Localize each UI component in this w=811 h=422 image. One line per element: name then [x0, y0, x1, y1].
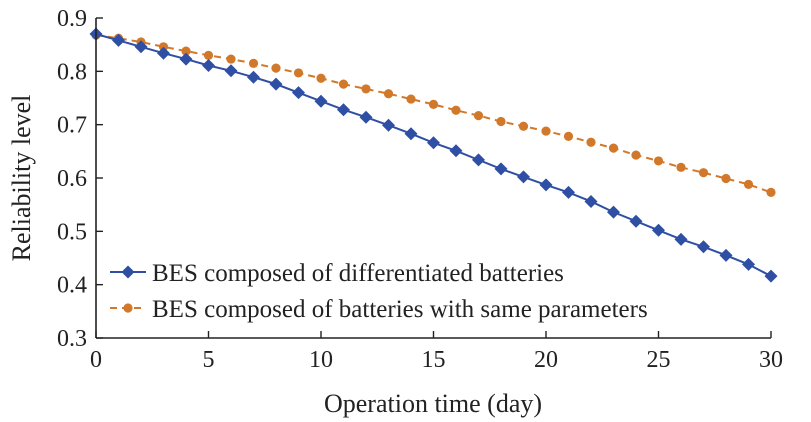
- y-tick-label: 0.7: [57, 113, 87, 139]
- series-1-point: [314, 94, 328, 108]
- series-1-point: [247, 70, 260, 84]
- y-tick-label: 0.3: [57, 326, 87, 352]
- series-2-point: [721, 173, 731, 184]
- series-1-point: [562, 185, 575, 199]
- y-tick-label: 0.5: [57, 219, 87, 245]
- series-1-point: [134, 40, 148, 54]
- legend-label: BES composed of differentiated batteries: [152, 260, 564, 287]
- series-2-point: [766, 187, 776, 197]
- series-1-point: [382, 118, 395, 132]
- series-1-point: [224, 64, 238, 78]
- series-1-point: [157, 46, 170, 60]
- x-axis-title: Operation time (day): [324, 389, 542, 418]
- series-2-point: [271, 63, 281, 73]
- series-2-point: [518, 121, 529, 131]
- series-1-point: [674, 232, 688, 246]
- series-2-point: [316, 73, 326, 83]
- legend: BES composed of differentiated batteries…: [110, 260, 648, 323]
- series-2-point: [361, 84, 371, 94]
- series-1: [89, 27, 778, 283]
- series-2-point: [248, 58, 259, 68]
- series-2-point: [181, 46, 191, 56]
- series-1-line: [95, 33, 772, 278]
- series-2-point: [496, 116, 506, 127]
- series-1-point: [494, 162, 508, 176]
- series-1-point: [179, 52, 193, 66]
- series-2-point: [383, 89, 394, 99]
- y-tick-label: 0.6: [57, 166, 87, 192]
- series-1-point: [269, 77, 283, 91]
- series-2-point: [428, 99, 439, 109]
- series-1-point: [337, 103, 350, 117]
- x-tick-label: 20: [534, 347, 558, 373]
- y-tick-label: 0.8: [57, 59, 87, 85]
- series-2-point: [226, 54, 236, 64]
- series-2-point: [451, 105, 461, 115]
- x-tick-label: 10: [309, 347, 333, 373]
- series-2-point: [293, 68, 304, 78]
- legend-swatch-marker: [123, 303, 133, 313]
- y-tick-label: 0.4: [57, 273, 87, 299]
- series-2-line: [95, 34, 772, 194]
- series-1-point: [607, 205, 620, 219]
- series-1-point: [719, 248, 733, 262]
- series-2-point: [653, 156, 664, 166]
- series-1-point: [449, 144, 463, 158]
- series-1-point: [112, 33, 125, 47]
- series-2-point: [473, 111, 484, 121]
- series-1-point: [359, 110, 373, 124]
- legend-item-1: BES composed of differentiated batteries: [110, 260, 564, 287]
- series-2-point: [563, 131, 574, 141]
- series-1-point: [539, 178, 553, 192]
- series-1-point: [697, 240, 710, 254]
- series-2-point: [203, 50, 214, 60]
- series-2-point: [586, 137, 596, 147]
- series-1-point: [404, 127, 418, 141]
- series-1-point: [584, 194, 598, 208]
- x-tick-label: 30: [759, 347, 783, 373]
- series-1-point: [202, 58, 215, 72]
- y-axis-title: Reliability level: [7, 95, 36, 262]
- legend-item-2: BES composed of batteries with same para…: [110, 296, 648, 323]
- series-2-point: [743, 179, 754, 189]
- series-2-point: [676, 162, 686, 172]
- series-1-point: [629, 214, 643, 228]
- series-2-point: [338, 79, 349, 89]
- series-1-point: [517, 170, 530, 184]
- axes: [95, 18, 771, 339]
- series-1-point: [472, 153, 485, 167]
- y-ticks: 0.3 0.4 0.5 0.6 0.7 0.8 0.9: [57, 6, 103, 352]
- legend-swatch-marker: [121, 265, 135, 279]
- series-2-point: [631, 150, 641, 160]
- series-2: [91, 30, 776, 197]
- series-2-point: [698, 168, 709, 178]
- series-1-point: [427, 136, 440, 150]
- x-tick-label: 5: [203, 347, 215, 373]
- y-tick-label: 0.9: [57, 6, 87, 32]
- series-2-point: [541, 126, 551, 136]
- x-tick-label: 0: [90, 347, 102, 373]
- plot-area: [89, 27, 778, 283]
- series-1-point: [742, 257, 755, 271]
- series-1-point: [292, 86, 305, 100]
- x-tick-label: 15: [422, 347, 446, 373]
- legend-label: BES composed of batteries with same para…: [152, 296, 648, 323]
- series-1-point: [764, 269, 778, 283]
- series-2-point: [608, 143, 619, 153]
- x-ticks: 0 5 10 15 20 25 30: [90, 331, 783, 373]
- series-2-point: [406, 94, 416, 104]
- x-tick-label: 25: [647, 347, 671, 373]
- series-1-point: [652, 223, 665, 237]
